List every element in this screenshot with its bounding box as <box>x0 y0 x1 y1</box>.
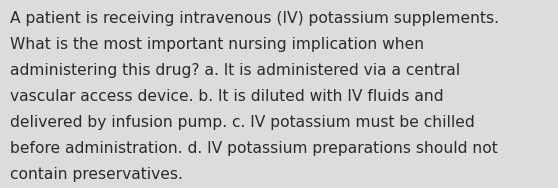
Text: delivered by infusion pump. c. IV potassium must be chilled: delivered by infusion pump. c. IV potass… <box>10 115 475 130</box>
Text: What is the most important nursing implication when: What is the most important nursing impli… <box>10 37 424 52</box>
Text: before administration. d. IV potassium preparations should not: before administration. d. IV potassium p… <box>10 141 498 156</box>
Text: administering this drug? a. It is administered via a central: administering this drug? a. It is admini… <box>10 63 460 78</box>
Text: vascular access device. b. It is diluted with IV fluids and: vascular access device. b. It is diluted… <box>10 89 444 104</box>
Text: A patient is receiving intravenous (IV) potassium supplements.: A patient is receiving intravenous (IV) … <box>10 11 499 26</box>
Text: contain preservatives.: contain preservatives. <box>10 167 183 182</box>
